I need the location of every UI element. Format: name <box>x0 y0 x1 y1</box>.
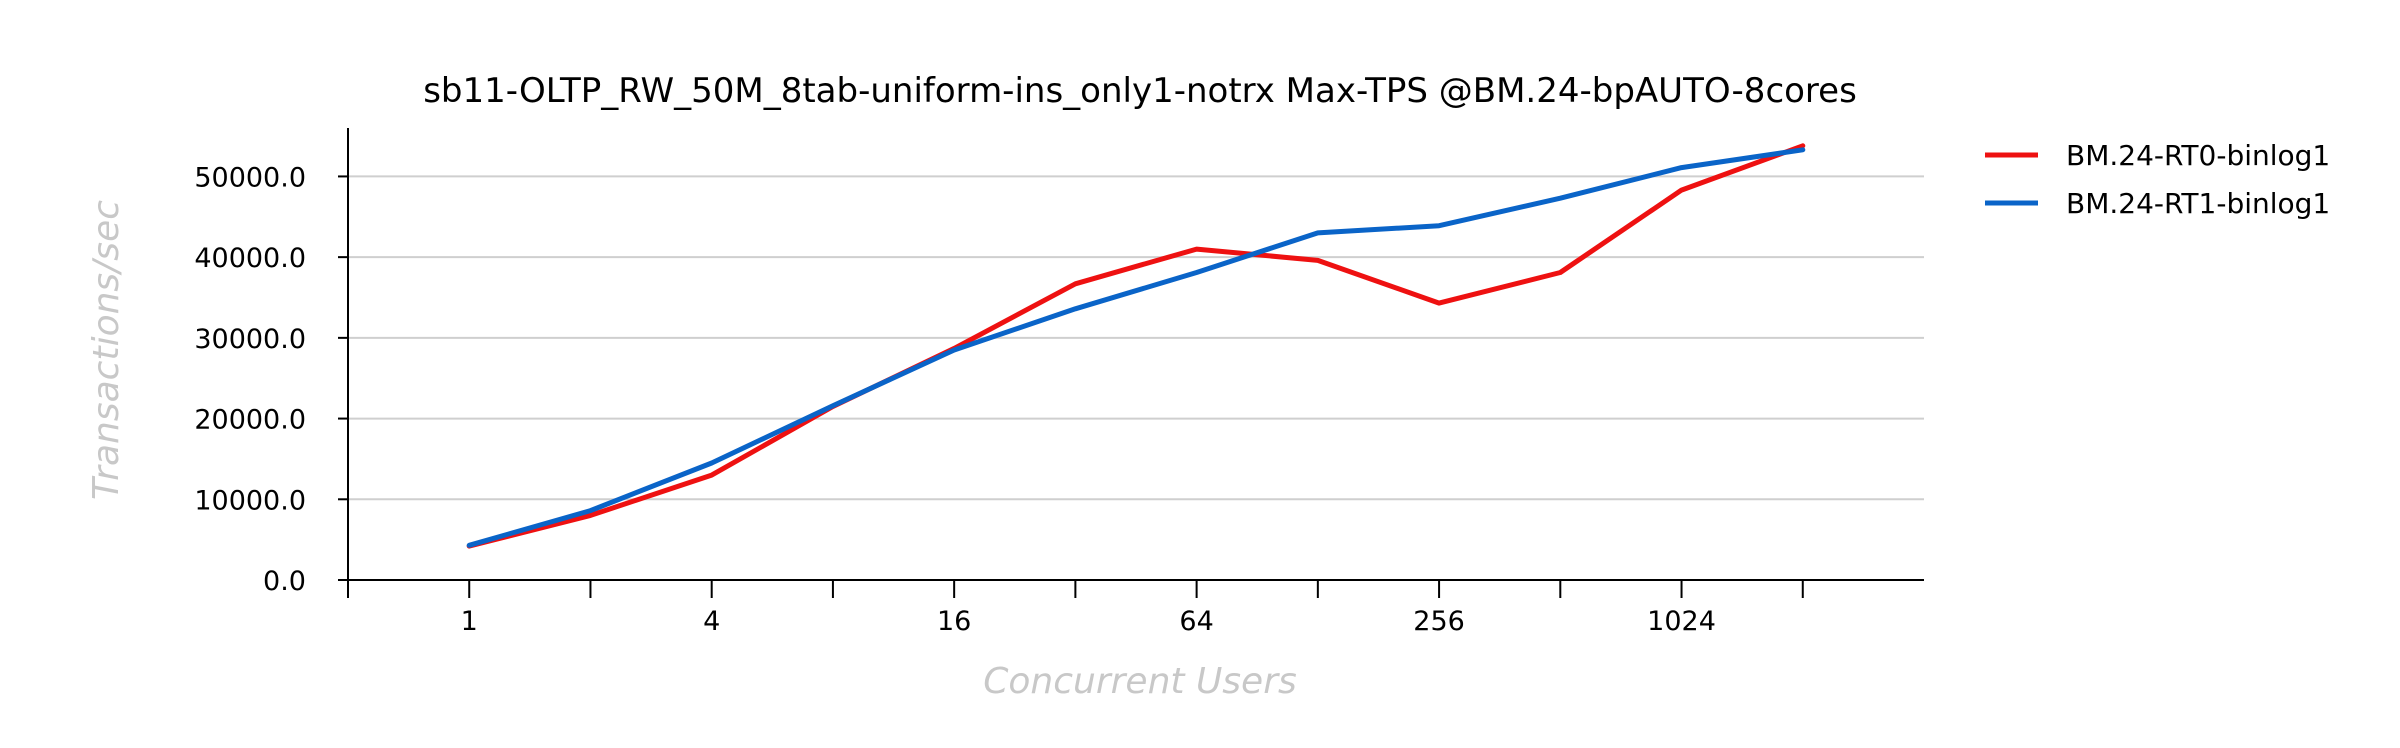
x-tick-label: 4 <box>703 606 720 637</box>
x-tick-label: 16 <box>937 606 971 637</box>
x-tick-label: 1 <box>461 606 478 637</box>
grid-lines <box>348 175 1924 501</box>
y-tick-label: 30000.0 <box>194 324 306 355</box>
y-axis-ticks: 0.0 10000.0 20000.0 30000.0 40000.0 50000.0 <box>194 162 348 597</box>
x-tick-label: 1024 <box>1647 606 1716 637</box>
series-lines <box>466 143 1806 549</box>
y-tick-label: 0.0 <box>263 566 306 597</box>
y-axis-label: Transactions/sec <box>86 200 127 500</box>
chart-title: sb11-OLTP_RW_50M_8tab-uniform-ins_only1-… <box>423 71 1857 111</box>
series-line-1 <box>466 143 1806 549</box>
x-axis-label: Concurrent Users <box>983 661 1297 702</box>
x-axis-ticks: 1 4 16 64 256 1024 <box>347 580 1804 637</box>
y-tick-label: 20000.0 <box>194 405 306 436</box>
axes <box>347 128 1924 581</box>
y-tick-label: 50000.0 <box>194 162 306 193</box>
y-tick-label: 40000.0 <box>194 243 306 274</box>
x-tick-label: 64 <box>1179 606 1213 637</box>
series-line-2 <box>466 147 1806 548</box>
y-tick-label: 10000.0 <box>194 485 306 516</box>
legend: BM.24-RT0-binlog1 BM.24-RT1-binlog1 <box>1985 139 2330 220</box>
legend-label: BM.24-RT1-binlog1 <box>2066 187 2330 220</box>
legend-label: BM.24-RT0-binlog1 <box>2066 139 2330 172</box>
x-tick-label: 256 <box>1413 606 1465 637</box>
